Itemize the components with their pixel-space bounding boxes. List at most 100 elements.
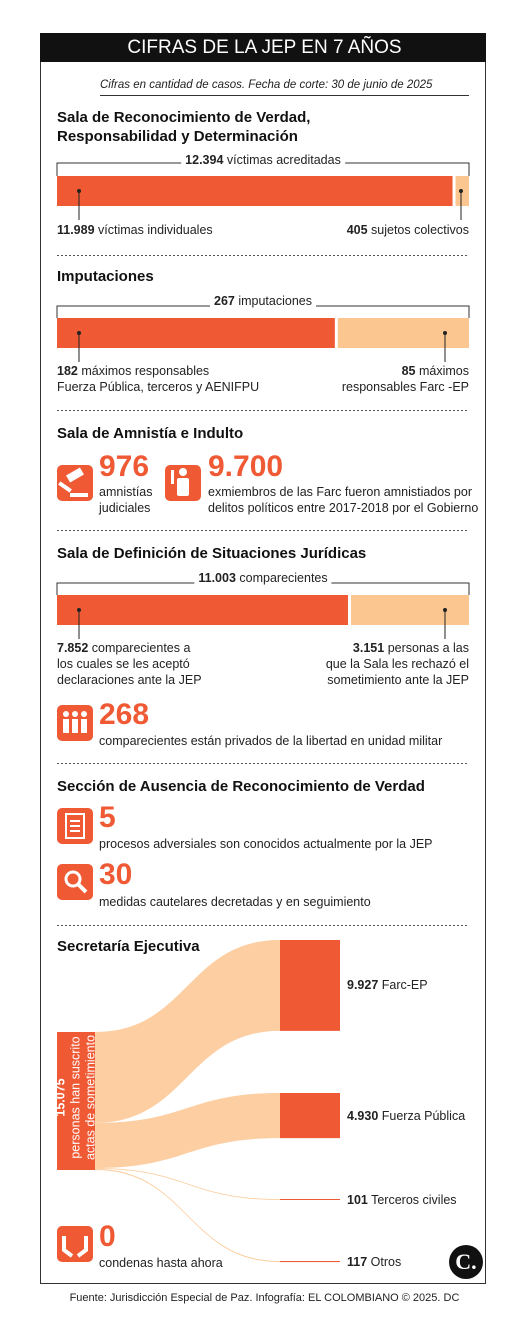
line: amnistías (99, 485, 153, 499)
line: comparecientes a (91, 641, 191, 655)
part-value: 405 (346, 223, 368, 237)
part-label: 85 máximos responsables Farc -EP (342, 363, 469, 395)
label-part: 9.927 (347, 978, 379, 993)
part-text: víctimas individuales (98, 223, 213, 237)
pointer-dot (459, 189, 463, 193)
target-label: 9.927 Farc-EP (347, 977, 428, 993)
total: 267 imputaciones (210, 294, 316, 308)
big-number: 268 (99, 698, 150, 731)
big-number: 5 (99, 801, 116, 834)
section-title: Sala de Reconocimiento de Verdad, (57, 109, 311, 126)
part-label: 182 máximos responsables Fuerza Pública, … (57, 363, 259, 395)
pointer-dot (77, 608, 81, 612)
target-label: 4.930 Fuerza Pública (347, 1108, 465, 1124)
flow (95, 1168, 280, 1200)
pointer-dot (77, 331, 81, 335)
target-bar (280, 1261, 340, 1263)
bar-segment (337, 318, 469, 348)
label-part: 101 (347, 1192, 368, 1207)
bar-segment (351, 595, 469, 625)
item-text: amnistías judiciales (99, 484, 153, 516)
total-text: víctimas acreditadas (226, 153, 341, 167)
big-number: 976 (99, 450, 150, 483)
part-label: 7.852 comparecientes a los cuales se les … (57, 640, 202, 688)
source-label: 15.075 personas han suscrito actas de some… (54, 1029, 99, 1167)
bar-segment (57, 176, 453, 206)
line: exmiembros de las Farc fueron amnistiado… (208, 485, 473, 499)
item-text: exmiembros de las Farc fueron amnistiado… (208, 484, 478, 516)
section-title: Sección de Ausencia de Reconocimiento de… (57, 778, 425, 795)
target-bar (280, 1199, 340, 1200)
section-title: Sala de Amnistía e Indulto (57, 425, 244, 442)
part-value: 11.989 (57, 223, 95, 237)
title: CIFRAS DE LA JEP EN 7 AÑOS (127, 37, 402, 58)
part-text: Fuerza Pública, terceros y AENIFPU (57, 380, 260, 394)
icon-magnifier (57, 864, 93, 900)
line: judiciales (99, 501, 151, 515)
bar-segment (57, 318, 335, 348)
total-value: 11.003 (198, 571, 236, 585)
source-value: 15.075 (53, 1078, 68, 1117)
pointer-dot (443, 608, 447, 612)
label-part: Otros (370, 1254, 402, 1269)
part-value: 7.852 (57, 641, 89, 655)
section-title: Responsabilidad y Determinación (57, 128, 298, 145)
source-bar (57, 1032, 95, 1170)
part-text: responsables Farc -EP (341, 380, 469, 394)
title-bar (40, 33, 486, 62)
big-number: 0 (99, 1220, 116, 1253)
total: 11.003 comparecientes (194, 571, 332, 585)
big-number: 30 (99, 858, 133, 891)
part-label: 405 sujetos colectivos (347, 222, 469, 238)
item-text: comparecientes están privados de la libe… (99, 734, 443, 748)
target-bar (280, 1093, 340, 1139)
item-text: procesos adversiales son conocidos actua… (99, 837, 433, 851)
line: actas de sometimiento (83, 1034, 98, 1161)
big-number: 9.700 (208, 450, 284, 483)
section-title: Secretaría Ejecutiva (57, 938, 200, 955)
part-text: sujetos colectivos (371, 223, 469, 237)
pointer-dot (77, 189, 81, 193)
label-part: 4.930 (347, 1108, 379, 1123)
part-label: 3.151 personas a las que la Sala les rech… (326, 640, 469, 688)
target-label: 101 Terceros civiles (347, 1192, 457, 1208)
logo-circle (449, 1245, 483, 1279)
total-value: 267 (214, 294, 235, 308)
total-value: 12.394 (185, 153, 224, 167)
note: Cifras en cantidad de casos. Fecha de co… (100, 79, 433, 91)
flow (95, 1168, 280, 1263)
section-title: Sala de Definición de Situaciones Jurídi… (57, 545, 367, 562)
line: personas han suscrito (68, 1036, 83, 1159)
section-title: Imputaciones (57, 268, 154, 285)
flow (95, 1093, 280, 1169)
logo: C. (455, 1249, 477, 1274)
total: 12.394 víctimas acreditadas (181, 153, 345, 167)
item-text: condenas hasta ahora (99, 1256, 223, 1270)
target-bar (280, 940, 340, 1031)
line: sometimiento ante la JEP (327, 673, 469, 687)
label-part: 117 (347, 1254, 368, 1269)
label-part: Terceros civiles (371, 1192, 457, 1207)
flow (95, 940, 280, 1123)
icon-handcuffs (57, 1226, 93, 1262)
part-value: 3.151 (352, 641, 385, 655)
label-part: Fuerza Pública (381, 1108, 466, 1123)
total-text: imputaciones (238, 294, 312, 308)
bar-segment (57, 595, 349, 625)
part-value: 85 (401, 364, 416, 378)
icon-group (57, 705, 93, 741)
part-text: máximos (418, 364, 469, 378)
line: declaraciones ante la JEP (57, 673, 202, 687)
icon-document (57, 808, 93, 844)
pointer-dot (443, 331, 447, 335)
target-label: 117 Otros (347, 1254, 401, 1270)
line: que la Sala les rechazó el (325, 657, 469, 671)
item-text: medidas cautelares decretadas y en segui… (99, 895, 371, 909)
label-part: Farc-EP (381, 978, 428, 993)
line: delitos políticos entre 2017-2018 por el… (208, 501, 479, 515)
line: personas a las (387, 641, 469, 655)
footer-source: Fuente: Jurisdicción Especial de Paz. In… (69, 1292, 460, 1304)
part-value: 182 (57, 364, 78, 378)
